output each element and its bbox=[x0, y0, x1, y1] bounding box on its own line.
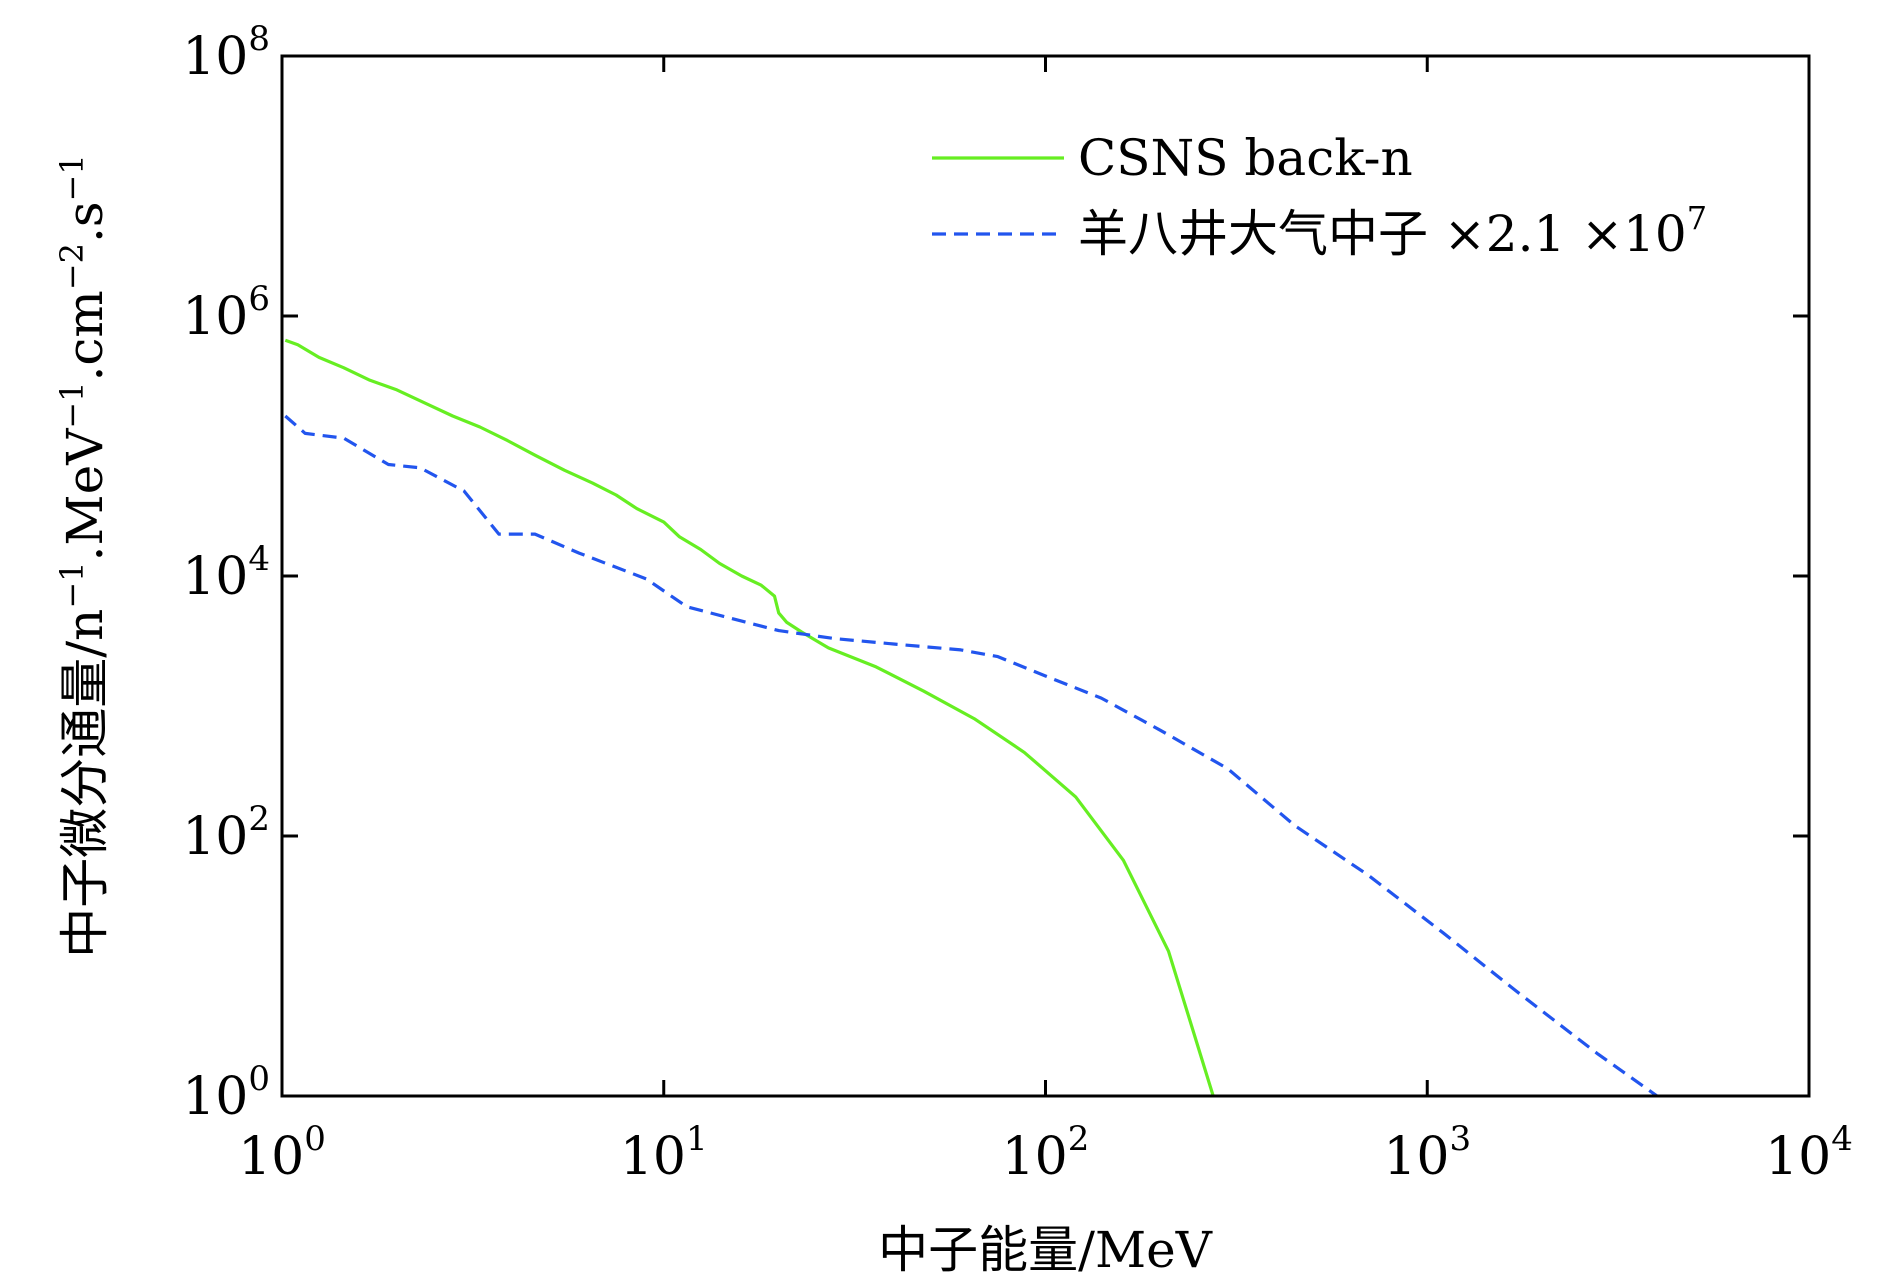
legend: CSNS back-n 羊八井大气中子 ×2.1 ×107 bbox=[932, 129, 1707, 263]
y-tick-label: 104 bbox=[182, 539, 270, 607]
y-tick-label: 102 bbox=[182, 799, 270, 867]
x-tick-label: 101 bbox=[620, 1119, 708, 1187]
y-tick-label: 106 bbox=[182, 279, 270, 347]
x-tick-label: 100 bbox=[238, 1119, 326, 1187]
x-tick-label: 104 bbox=[1765, 1119, 1853, 1187]
x-tick-label: 103 bbox=[1383, 1119, 1471, 1187]
y-axis-title: 中子微分通量/n−1.MeV−1.cm−2.s−1 bbox=[53, 154, 114, 957]
ticks-layer: 100 101 102 103 104 100 102 104 106 108 bbox=[182, 19, 1853, 1187]
series-line-2 bbox=[284, 414, 1659, 1096]
series-line-1 bbox=[284, 338, 1215, 1096]
y-tick-label: 100 bbox=[182, 1059, 270, 1127]
series-layer bbox=[284, 338, 1659, 1096]
y-tick-label: 108 bbox=[182, 19, 270, 87]
legend-label-2: 羊八井大气中子 ×2.1 ×107 bbox=[1078, 199, 1707, 263]
legend-label-1: CSNS back-n bbox=[1078, 129, 1413, 187]
x-axis-label: 中子能量/MeV bbox=[878, 1221, 1213, 1279]
y-axis-label: 中子微分通量/n−1.MeV−1.cm−2.s−1 bbox=[53, 154, 114, 957]
x-tick-label: 102 bbox=[1002, 1119, 1090, 1187]
